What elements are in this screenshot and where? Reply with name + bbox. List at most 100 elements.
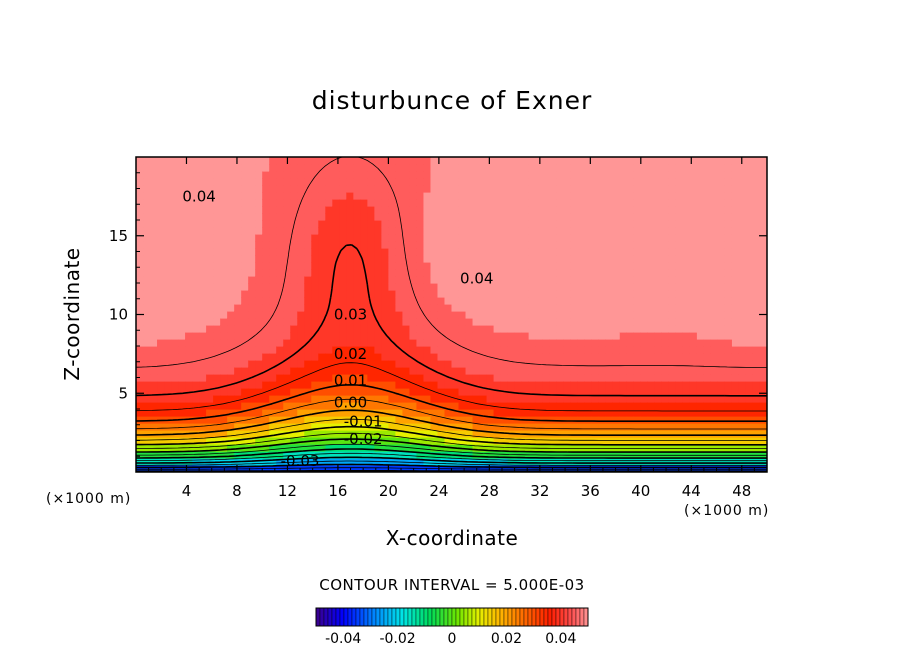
field-cell xyxy=(290,346,298,354)
field-cell xyxy=(549,346,558,354)
field-cell xyxy=(353,262,361,270)
field-cell xyxy=(479,437,488,445)
field-cell xyxy=(304,164,312,172)
field-cell xyxy=(654,346,663,354)
field-cell xyxy=(563,444,572,452)
field-cell xyxy=(486,304,495,312)
field-cell xyxy=(465,185,474,193)
field-cell xyxy=(241,297,249,305)
field-cell xyxy=(500,164,509,172)
field-cell xyxy=(143,339,151,347)
field-cell xyxy=(318,164,326,172)
field-cell xyxy=(710,241,719,249)
field-cell xyxy=(248,227,256,235)
field-cell xyxy=(647,213,656,221)
field-cell xyxy=(738,192,747,200)
field-cell xyxy=(381,269,389,277)
field-cell xyxy=(199,367,207,375)
field-cell xyxy=(199,248,207,256)
field-cell xyxy=(514,360,523,368)
field-cell xyxy=(395,437,404,445)
field-cell xyxy=(353,311,361,319)
field-cell xyxy=(346,318,354,326)
field-cell xyxy=(143,465,151,472)
field-cell xyxy=(150,416,158,424)
field-cell xyxy=(290,332,298,340)
field-cell xyxy=(549,227,558,235)
field-cell xyxy=(710,339,719,347)
field-cell xyxy=(710,416,719,424)
field-cell xyxy=(150,353,158,361)
field-cell xyxy=(626,255,635,263)
field-cell xyxy=(213,360,221,368)
field-cell xyxy=(493,395,502,403)
field-cell xyxy=(297,304,305,312)
field-cell xyxy=(374,290,382,298)
field-cell xyxy=(290,318,298,326)
field-cell xyxy=(220,241,228,249)
field-cell xyxy=(325,353,333,361)
colorbar-swatch xyxy=(559,607,565,627)
field-cell xyxy=(290,311,298,319)
field-cell xyxy=(374,220,382,228)
field-cell xyxy=(521,213,530,221)
field-cell xyxy=(311,234,319,242)
field-cell xyxy=(584,227,593,235)
field-cell xyxy=(731,388,740,396)
field-cell xyxy=(227,255,235,263)
contour-line xyxy=(136,460,767,466)
field-cell xyxy=(171,283,179,291)
colorbar-swatch xyxy=(355,607,361,627)
field-cell xyxy=(136,206,144,214)
field-cell xyxy=(675,423,684,431)
field-cell xyxy=(731,465,740,472)
field-cell xyxy=(577,234,586,242)
field-cell xyxy=(682,430,691,438)
contour-label: 0.02 xyxy=(334,345,367,363)
field-cell xyxy=(297,178,305,186)
field-cell xyxy=(381,276,389,284)
field-cell xyxy=(479,339,488,347)
field-cell xyxy=(731,402,740,410)
field-cell xyxy=(192,451,200,459)
field-cell xyxy=(283,255,291,263)
field-cell xyxy=(731,213,740,221)
field-cell xyxy=(738,171,747,179)
field-cell xyxy=(164,381,172,389)
colorbar-swatch xyxy=(351,607,357,627)
field-cell xyxy=(381,444,389,452)
contour-line xyxy=(136,398,767,430)
field-cell xyxy=(521,311,530,319)
field-cell xyxy=(542,360,551,368)
field-cell xyxy=(640,346,649,354)
field-cell xyxy=(395,304,404,312)
field-cell xyxy=(759,339,767,347)
field-cell xyxy=(577,458,586,466)
field-cell xyxy=(311,346,319,354)
field-cell xyxy=(143,374,151,382)
field-cell xyxy=(423,381,432,389)
field-cell xyxy=(262,332,270,340)
field-cell xyxy=(696,199,705,207)
field-cell xyxy=(416,192,425,200)
field-cell xyxy=(563,241,572,249)
field-cell xyxy=(689,157,698,165)
field-cell xyxy=(136,178,144,186)
field-cell xyxy=(591,395,600,403)
field-cell xyxy=(626,234,635,242)
field-cell xyxy=(591,374,600,382)
field-cell xyxy=(269,213,277,221)
field-cell xyxy=(682,269,691,277)
field-cell xyxy=(675,283,684,291)
field-cell xyxy=(724,157,733,165)
field-cell xyxy=(731,255,740,263)
field-cell xyxy=(423,304,432,312)
field-cell xyxy=(486,311,495,319)
field-cell xyxy=(626,178,635,186)
colorbar-tick-label: 0 xyxy=(448,631,457,647)
colorbar-swatch xyxy=(435,607,441,627)
field-cell xyxy=(213,199,221,207)
field-cell xyxy=(472,332,481,340)
field-cell xyxy=(332,451,340,459)
field-cell xyxy=(612,402,621,410)
